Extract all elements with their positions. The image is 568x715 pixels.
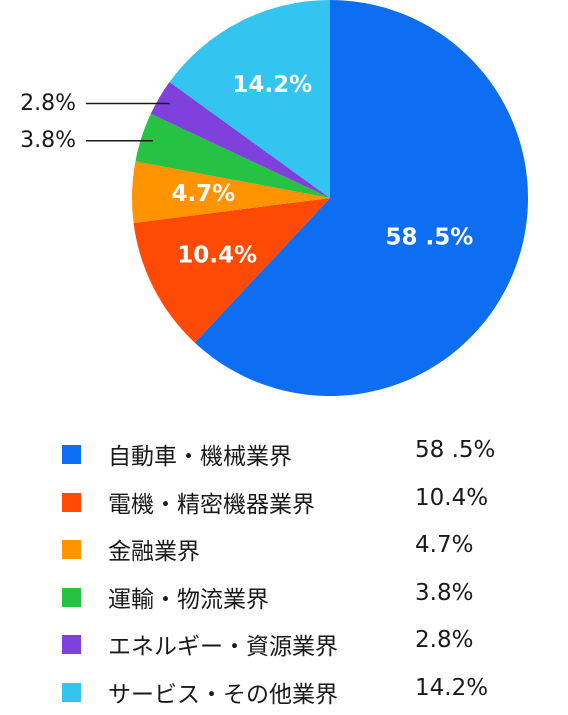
legend-value: 58 .5% (415, 437, 495, 463)
legend-item: エネルギー・資源業界 2.8% (62, 620, 542, 668)
pie-slice-label-5: 2.8% (20, 91, 76, 116)
legend-label: サービス・その他業界 (108, 675, 338, 709)
legend-item: 金融業界 4.7% (62, 525, 542, 573)
legend-label: 金融業界 (108, 532, 200, 566)
pie-slice-label-6: 14.2% (232, 72, 312, 98)
legend-item: 運輸・物流業界 3.8% (62, 573, 542, 621)
legend-value: 4.7% (415, 532, 473, 558)
legend-swatch (62, 683, 81, 702)
legend-swatch (62, 493, 81, 512)
legend: 自動車・機械業界 58 .5% 電機・精密機器業界 10.4% 金融業界 4.7% 運輸・物… (62, 430, 542, 715)
legend-value: 2.8% (415, 627, 473, 653)
legend-item: 電機・精密機器業界 10.4% (62, 478, 542, 526)
pie-slice-label-2: 10.4% (177, 243, 257, 269)
legend-value: 14.2% (415, 675, 488, 701)
legend-label: 自動車・機械業界 (108, 437, 292, 471)
legend-swatch (62, 540, 81, 559)
legend-label: 電機・精密機器業界 (108, 485, 315, 519)
legend-swatch (62, 445, 81, 464)
legend-item: 自動車・機械業界 58 .5% (62, 430, 542, 478)
pie-slice-label-3: 4.7% (171, 181, 235, 207)
pie-chart: 58 .5% 10.4% 4.7% 3.8% 2.8% 14.2% (0, 0, 568, 410)
legend-swatch (62, 635, 81, 654)
legend-label: エネルギー・資源業界 (108, 627, 338, 661)
legend-value: 3.8% (415, 580, 473, 606)
pie-slice-label-1: 58 .5% (386, 224, 474, 250)
legend-value: 10.4% (415, 485, 488, 511)
legend-swatch (62, 588, 81, 607)
legend-label: 運輸・物流業界 (108, 580, 269, 614)
pie-slice-label-4: 3.8% (20, 128, 76, 153)
